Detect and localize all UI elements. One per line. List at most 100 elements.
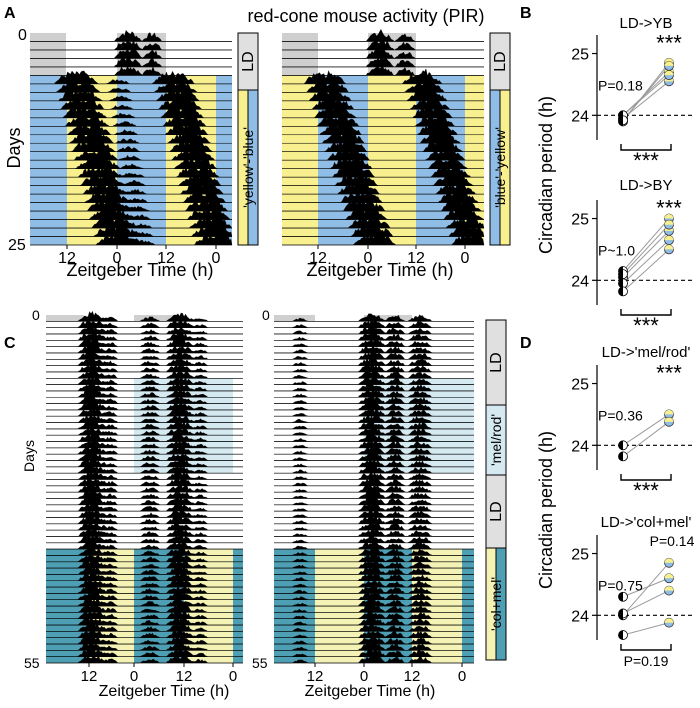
- scatter-point-cond-fill: [664, 409, 674, 415]
- scatter-panel-0: LD->YB 24 25 *** P=0.18 ***: [571, 15, 692, 173]
- actogram-a-right-xtick-label: 12: [407, 250, 425, 267]
- panel-label-c: C: [4, 335, 16, 352]
- days-label-a: Days: [4, 127, 24, 168]
- scatter-bracket-label: ***: [633, 313, 659, 338]
- days-label-c: Days: [21, 440, 37, 472]
- sidebar-c-label: LD: [488, 352, 505, 372]
- c-left-ytick-0: 0: [32, 307, 40, 323]
- scatter-left-annotation: P~1.0: [598, 243, 635, 259]
- actogram-a-left-activity-row: [29, 95, 233, 110]
- scatter-pair-line: [622, 80, 670, 119]
- actogram-c-right: 12 0 12 0: [273, 313, 475, 685]
- panel-label-b: B: [520, 5, 532, 22]
- actogram-c-left-xtick-label: 0: [130, 668, 138, 685]
- scatter-ylabel-b: Circadian period (h): [536, 96, 556, 254]
- scatter-point-cond-fill: [664, 558, 674, 563]
- scatter-ytick-label: 25: [571, 377, 589, 394]
- scatter-left-annotation: P=0.36: [598, 408, 643, 424]
- scatter-point-ld-fill: [618, 278, 623, 288]
- sidebar-a-left-label: LD: [240, 51, 257, 71]
- scatter-ytick-label: 25: [571, 547, 589, 564]
- actogram-a-right-xtick-label: 0: [364, 250, 373, 267]
- actogram-c-right-xtick-label: 12: [404, 668, 421, 685]
- scatter-layer: LD->YB2425***P=0.18***LD->BY2425***P~1.0…: [536, 15, 695, 669]
- scatter-pair-line: [622, 622, 670, 636]
- actogram-a-left-band: [30, 33, 66, 76]
- scatter-left-annotation: P=0.75: [598, 578, 643, 594]
- scatter-point-cond-fill: [664, 618, 674, 623]
- scatter-point-ld-fill: [618, 286, 623, 296]
- actogram-a-right-band: [282, 33, 318, 76]
- sidebar-a-left-label: 'yellow'-'blue': [240, 127, 256, 208]
- scatter-right-annotation: ***: [656, 30, 682, 55]
- scatter-ytick-label: 25: [571, 212, 589, 229]
- actogram-c-right-band: [274, 315, 315, 322]
- scatter-pair-line: [622, 562, 670, 616]
- actogram-c-right-xtick-label: 0: [360, 668, 368, 685]
- actogram-a-right-xtick-label: 0: [461, 250, 470, 267]
- panel-label-d: D: [520, 335, 532, 352]
- sidebar-c-label: 'mel/rod': [488, 414, 504, 466]
- scatter-point-cond-fill: [664, 586, 674, 591]
- scatter-point-cond-fill: [664, 244, 674, 250]
- scatter-panel-2: LD->'mel/rod' 24 25 *** P=0.36 ***: [571, 344, 692, 503]
- scatter-pair-line: [622, 239, 670, 284]
- scatter-point-ld-fill: [618, 592, 623, 602]
- actogram-c-left-xtick-label: 0: [229, 668, 237, 685]
- scatter-panel-3: LD->'col+mel' 24 25 P=0.19 P=0.75 P=0.14: [571, 514, 694, 669]
- actogram-a-left-xtick-label: 12: [157, 250, 175, 267]
- scatter-title: LD->YB: [620, 15, 673, 32]
- c-left-xlabel: Zeitgeber Time (h): [99, 683, 230, 700]
- scatter-ytick-label: 25: [571, 47, 589, 64]
- sidebar-c-label: LD: [488, 501, 505, 521]
- scatter-ytick-label: 24: [571, 108, 589, 125]
- actogram-a-right: 12 0 12 0: [281, 28, 485, 267]
- actogram-c-left: 12 0 12 0: [45, 310, 244, 685]
- scatter-pair-line: [622, 413, 670, 446]
- actogram-a-right-xtick-label: 12: [309, 250, 327, 267]
- scatter-pair-line: [622, 590, 670, 614]
- scatter-pair-line: [622, 224, 670, 275]
- sidebar-a-right-segment-half: [499, 89, 511, 246]
- scatter-ytick-label: 24: [571, 608, 589, 625]
- actogram-c-left-xtick-label: 12: [81, 668, 98, 685]
- c-right-xlabel: Zeitgeber Time (h): [305, 683, 436, 700]
- scatter-point-ld-fill: [618, 630, 623, 640]
- sidebar-c-segment-half: [495, 547, 507, 661]
- a-left-ytick-25: 25: [8, 237, 26, 254]
- scatter-title: LD->BY: [620, 177, 673, 194]
- scatter-bracket: [620, 309, 672, 316]
- c-left-ytick-55: 55: [24, 655, 40, 671]
- scatter-ytick-label: 24: [571, 273, 589, 290]
- a-left-ytick-0: 0: [18, 27, 27, 44]
- sidebar-a-left: LD 'yellow'-'blue': [237, 32, 259, 246]
- actogram-c-right-xtick-label: 12: [307, 668, 324, 685]
- actogram-a-left: 12 0 12 0: [29, 29, 233, 267]
- sidebar-a-right-label: 'blue'-'yellow': [492, 127, 508, 208]
- scatter-pair-line: [622, 577, 670, 598]
- scatter-pair-line: [622, 421, 670, 457]
- scatter-ylabel-d: Circadian period (h): [536, 431, 556, 589]
- sidebar-a-left-segment-half: [247, 89, 259, 246]
- actogram-layer: 12 0 12 0 LD 'yellow'-'blue' 12 0 12 0 LD 'blue'-'y…: [29, 28, 511, 685]
- c-right-ytick-0: 0: [262, 307, 270, 323]
- scatter-pair-line: [622, 249, 670, 292]
- scatter-pair-line: [622, 218, 670, 272]
- scatter-bracket-label: P=0.19: [624, 653, 669, 669]
- a-left-xlabel: Zeitgeber Time (h): [66, 260, 213, 280]
- actogram-c-left-band: [46, 315, 84, 322]
- scatter-point-ld-fill: [618, 269, 623, 279]
- actogram-a-left-xtick-label: 0: [113, 250, 122, 267]
- scatter-right-annotation: P=0.14: [650, 533, 695, 549]
- a-right-xlabel: Zeitgeber Time (h): [306, 260, 453, 280]
- panel-label-a: A: [4, 5, 16, 22]
- scatter-title: LD->'mel/rod': [602, 344, 691, 361]
- scatter-point-ld-fill: [618, 608, 623, 618]
- scatter-bracket: [620, 144, 672, 151]
- scatter-point-ld-fill: [618, 440, 623, 450]
- scatter-bracket-label: ***: [633, 478, 659, 503]
- actogram-a-left-activity-row: [30, 104, 232, 118]
- actogram-c-left-xtick-label: 12: [176, 668, 193, 685]
- actogram-c-left-band: [134, 315, 184, 322]
- scatter-pair-line: [622, 65, 670, 121]
